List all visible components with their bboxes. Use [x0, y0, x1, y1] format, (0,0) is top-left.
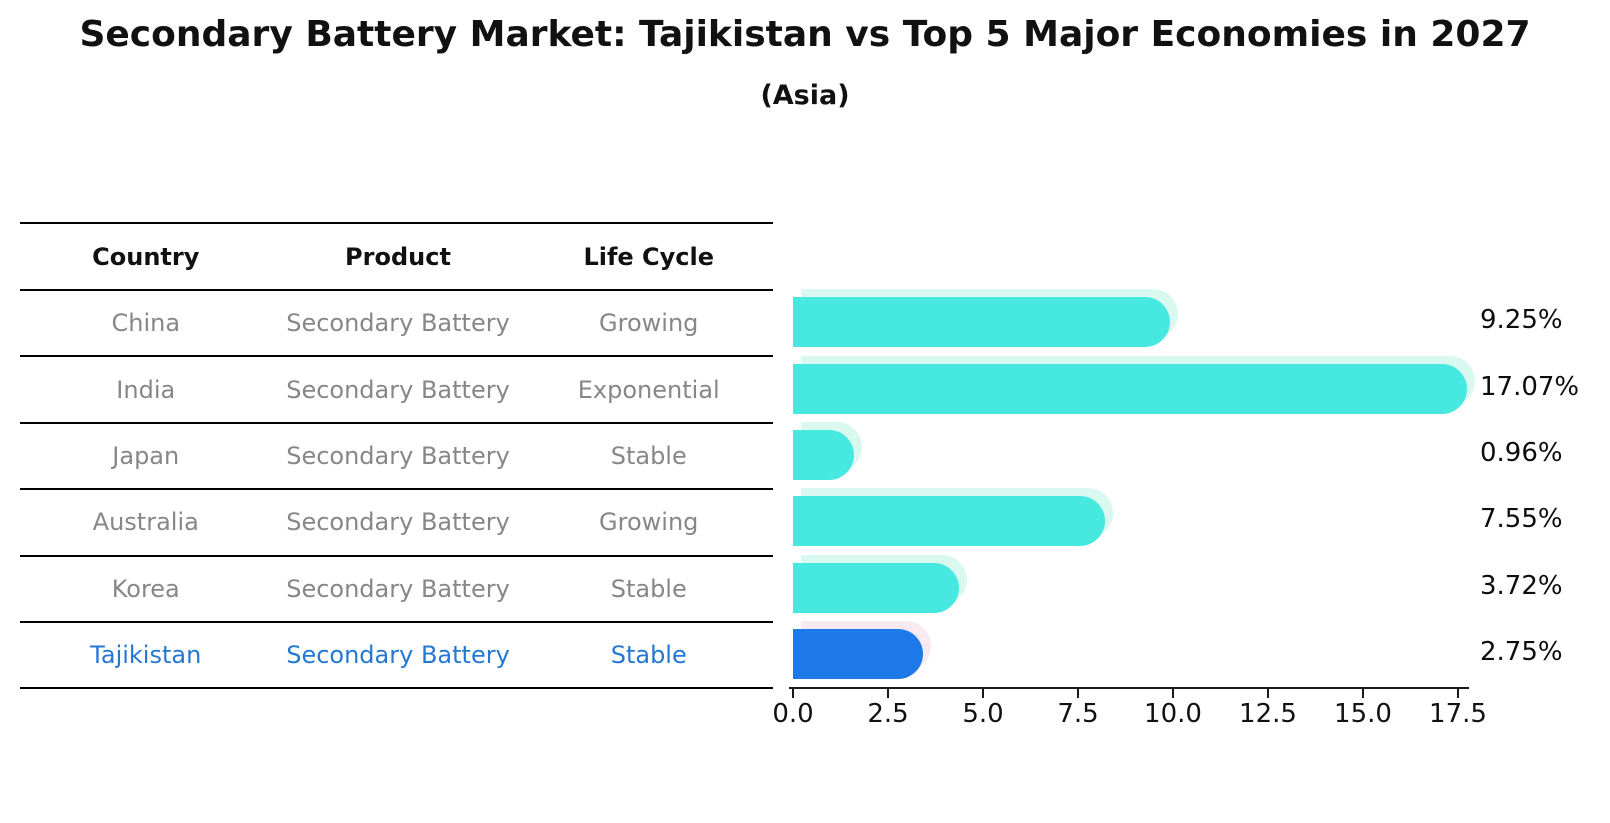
x-tick-label: 2.5	[867, 699, 909, 729]
x-tick-mark	[792, 689, 794, 698]
cell-country: Tajikistan	[90, 641, 202, 670]
table-row-tajikistan: Tajikistan Secondary Battery Stable	[20, 623, 773, 690]
col-header-country: Country	[92, 242, 200, 271]
x-tick-label: 10.0	[1144, 699, 1202, 729]
chart-title: Secondary Battery Market: Tajikistan vs …	[79, 14, 1531, 55]
cell-life-cycle: Stable	[610, 574, 687, 603]
x-tick-label: 17.5	[1429, 699, 1487, 729]
x-axis-line	[789, 687, 1469, 689]
bar-japan	[793, 430, 855, 480]
table-row-china: China Secondary Battery Growing	[20, 291, 773, 358]
cell-life-cycle: Growing	[599, 309, 699, 338]
cell-life-cycle: Exponential	[577, 375, 720, 404]
x-tick-mark	[982, 689, 984, 698]
cell-product: Secondary Battery	[286, 508, 510, 537]
x-tick-label: 5.0	[962, 699, 1004, 729]
col-header-product: Product	[345, 242, 451, 271]
bar-value-label: 7.55%	[1480, 504, 1563, 535]
x-tick-mark	[1362, 689, 1364, 698]
table-row-australia: Australia Secondary Battery Growing	[20, 490, 773, 557]
cell-life-cycle: Growing	[599, 508, 699, 537]
cell-product: Secondary Battery	[286, 309, 510, 338]
cell-product: Secondary Battery	[286, 375, 510, 404]
table-row-japan: Japan Secondary Battery Stable	[20, 424, 773, 491]
x-tick-mark	[1457, 689, 1459, 698]
x-tick-label: 7.5	[1057, 699, 1099, 729]
cell-country: India	[116, 375, 176, 404]
bar-india	[793, 363, 1467, 414]
cell-country: Australia	[92, 508, 199, 537]
bar-value-label: 0.96%	[1480, 438, 1563, 468]
cell-product: Secondary Battery	[286, 574, 510, 603]
col-header-life-cycle: Life Cycle	[583, 242, 715, 271]
x-tick-mark	[1267, 689, 1269, 698]
table-row-korea: Korea Secondary Battery Stable	[20, 557, 773, 623]
bar-australia	[793, 496, 1105, 547]
bar-china	[793, 297, 1170, 348]
x-tick-label: 0.0	[772, 699, 814, 729]
x-tick-mark	[1172, 689, 1174, 698]
chart-subtitle: (Asia)	[760, 80, 850, 111]
x-tick-label: 12.5	[1239, 699, 1297, 729]
cell-life-cycle: Stable	[610, 641, 687, 670]
x-tick-label: 15.0	[1334, 699, 1392, 729]
table-header-row: Country Product Life Cycle	[20, 224, 773, 291]
cell-country: China	[111, 309, 181, 338]
cell-country: Japan	[112, 441, 180, 470]
x-tick-mark	[887, 689, 889, 698]
cell-product: Secondary Battery	[286, 441, 510, 470]
bar-value-label: 2.75%	[1480, 637, 1563, 668]
table-row-india: India Secondary Battery Exponential	[20, 357, 773, 424]
x-tick-mark	[1077, 689, 1079, 698]
country-table: Country Product Life Cycle China Seconda…	[20, 222, 773, 690]
bar-value-label: 3.72%	[1480, 570, 1563, 601]
bar-korea	[793, 562, 960, 613]
bar-value-label: 17.07%	[1480, 371, 1580, 402]
bar-value-label: 9.25%	[1480, 305, 1563, 336]
cell-life-cycle: Stable	[610, 441, 687, 470]
cell-product: Secondary Battery	[286, 641, 510, 670]
bar-tajikistan	[793, 629, 923, 680]
cell-country: Korea	[111, 574, 180, 603]
